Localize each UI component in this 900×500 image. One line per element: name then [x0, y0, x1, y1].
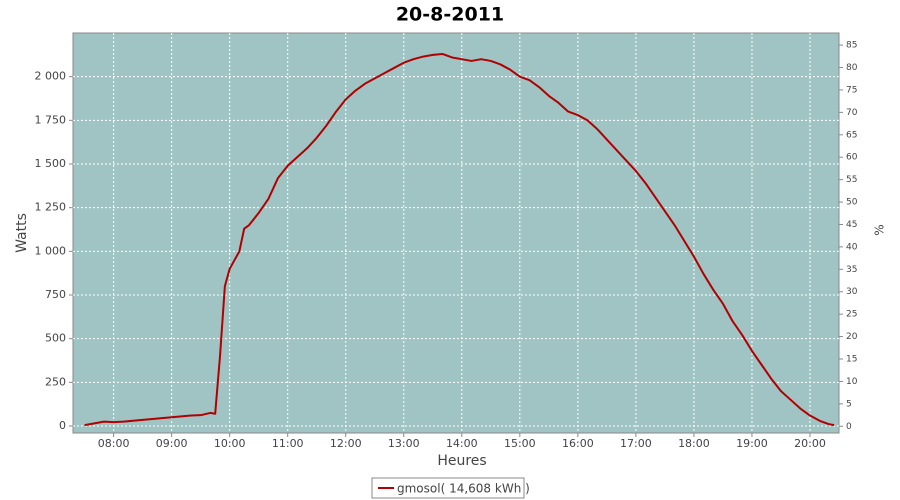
y2-tick-label: 25 [846, 310, 857, 320]
x-tick-label: 19:00 [736, 437, 768, 450]
x-tick-label: 14:00 [446, 437, 478, 450]
y2-tick-label: 0 [846, 422, 852, 432]
y2-tick-label: 40 [846, 242, 858, 252]
y2-tick-label: 20 [846, 332, 858, 342]
data-line [84, 52, 835, 427]
y2-tick-label: 55 [846, 175, 857, 185]
x-axis-label: Heures [437, 453, 486, 469]
plot-area [72, 32, 840, 434]
y-tick-label: 500 [45, 332, 66, 345]
x-tick-label: 20:00 [794, 437, 826, 450]
y2-tick-label: 50 [846, 198, 858, 208]
x-tick-label: 16:00 [562, 437, 594, 450]
y2-tick-label: 65 [846, 130, 857, 140]
y-tick-label: 1 750 [35, 113, 67, 126]
legend-box [371, 477, 525, 499]
y2-tick-label: 75 [846, 85, 857, 95]
x-tick-label: 09:00 [156, 437, 188, 450]
y-tick-label: 1 250 [35, 201, 67, 214]
y2-tick-label: 85 [846, 41, 857, 51]
x-tick-label: 11:00 [272, 437, 304, 450]
x-tick-label: 12:00 [330, 437, 362, 450]
y2-tick-label: 15 [846, 355, 857, 365]
y2-tick-label: 10 [846, 377, 858, 387]
y-tick-label: 1 500 [35, 157, 67, 170]
y2-tick-label: 60 [846, 153, 858, 163]
x-tick-label: 10:00 [214, 437, 246, 450]
y2-tick-label: 30 [846, 287, 858, 297]
x-tick-label: 18:00 [678, 437, 710, 450]
x-tick-label: 17:00 [620, 437, 652, 450]
y2-tick-label: 45 [846, 220, 857, 230]
y-axis-label: Watts [14, 213, 30, 253]
legend-label: gmosol( 14,608 kWh ) [397, 482, 530, 496]
y2-tick-label: 35 [846, 265, 857, 275]
x-tick-label: 15:00 [504, 437, 536, 450]
y2-axis-label: % [873, 224, 887, 235]
y-tick-label: 0 [59, 419, 66, 432]
y-tick-label: 750 [45, 288, 66, 301]
chart-title: 20-8-2011 [396, 4, 504, 26]
y-tick-label: 1 000 [35, 244, 67, 257]
y2-tick-label: 70 [846, 108, 858, 118]
y2-tick-label: 5 [846, 399, 852, 409]
y-tick-label: 250 [45, 375, 66, 388]
y-tick-label: 2 000 [35, 70, 67, 83]
x-tick-label: 08:00 [98, 437, 130, 450]
x-tick-label: 13:00 [388, 437, 420, 450]
y2-tick-label: 80 [846, 63, 858, 73]
